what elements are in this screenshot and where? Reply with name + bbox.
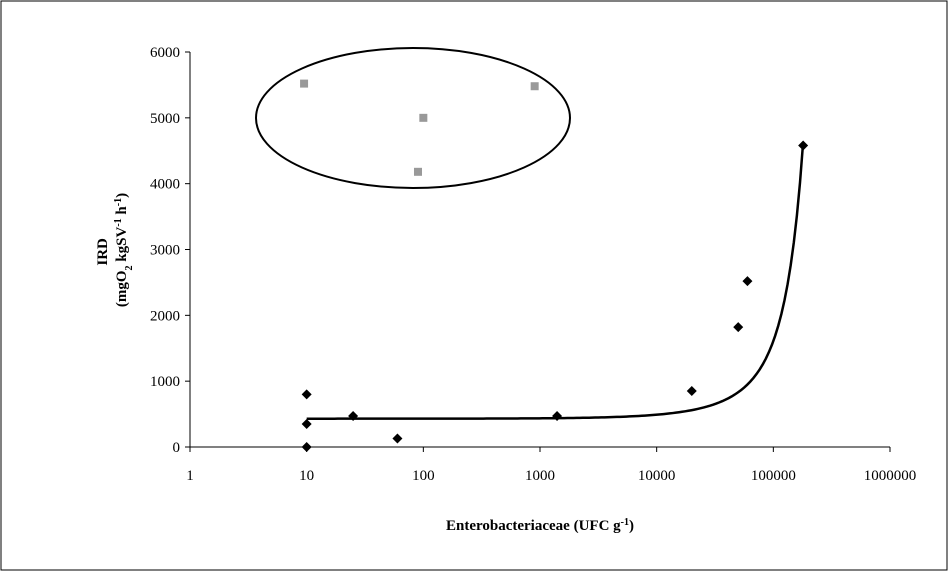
data-points [300, 79, 809, 452]
data-point-diamond [742, 276, 753, 287]
x-tick-label: 1000000 [864, 468, 917, 484]
data-point-diamond [552, 411, 563, 422]
x-tick-label: 100 [412, 468, 435, 484]
y-tick-label: 5000 [150, 111, 180, 127]
y-tick-label: 0 [173, 440, 181, 456]
data-point-diamond [301, 418, 312, 429]
y-tick-label: 3000 [150, 243, 180, 259]
data-point-diamond [301, 389, 312, 400]
data-point-square [530, 82, 539, 91]
data-point-diamond [348, 411, 359, 422]
y-axis-title-line1: IRD [95, 238, 111, 266]
data-point-square [419, 113, 428, 122]
y-axis-title: IRD (mgO2 kgSV-1 h-1) [95, 193, 135, 307]
data-point-diamond [733, 322, 744, 333]
x-tick-label: 100000 [751, 468, 796, 484]
y-tick-label: 6000 [150, 45, 180, 61]
x-tick-label: 1 [186, 468, 194, 484]
x-tick-label: 10000 [638, 468, 676, 484]
y-ticks: 0 1000 2000 3000 4000 5000 6000 [150, 45, 190, 456]
data-point-diamond [798, 140, 809, 151]
y-tick-label: 4000 [150, 177, 180, 193]
x-ticks: 1 10 100 1000 10000 100000 1000000 [186, 447, 916, 484]
data-point-diamond [392, 433, 403, 444]
y-axis-title-line2: (mgO2 kgSV-1 h-1) [113, 193, 135, 307]
data-point-diamond [301, 442, 312, 452]
y-tick-label: 1000 [150, 374, 180, 390]
x-axis-title: Enterobacteriaceae (UFC g-1) [446, 517, 634, 535]
x-tick-label: 10 [299, 468, 314, 484]
x-tick-label: 1000 [525, 468, 555, 484]
data-point-diamond [686, 386, 697, 397]
data-point-square [413, 167, 422, 176]
data-point-square [300, 79, 309, 88]
y-tick-label: 2000 [150, 308, 180, 324]
highlight-ellipse [255, 47, 571, 189]
